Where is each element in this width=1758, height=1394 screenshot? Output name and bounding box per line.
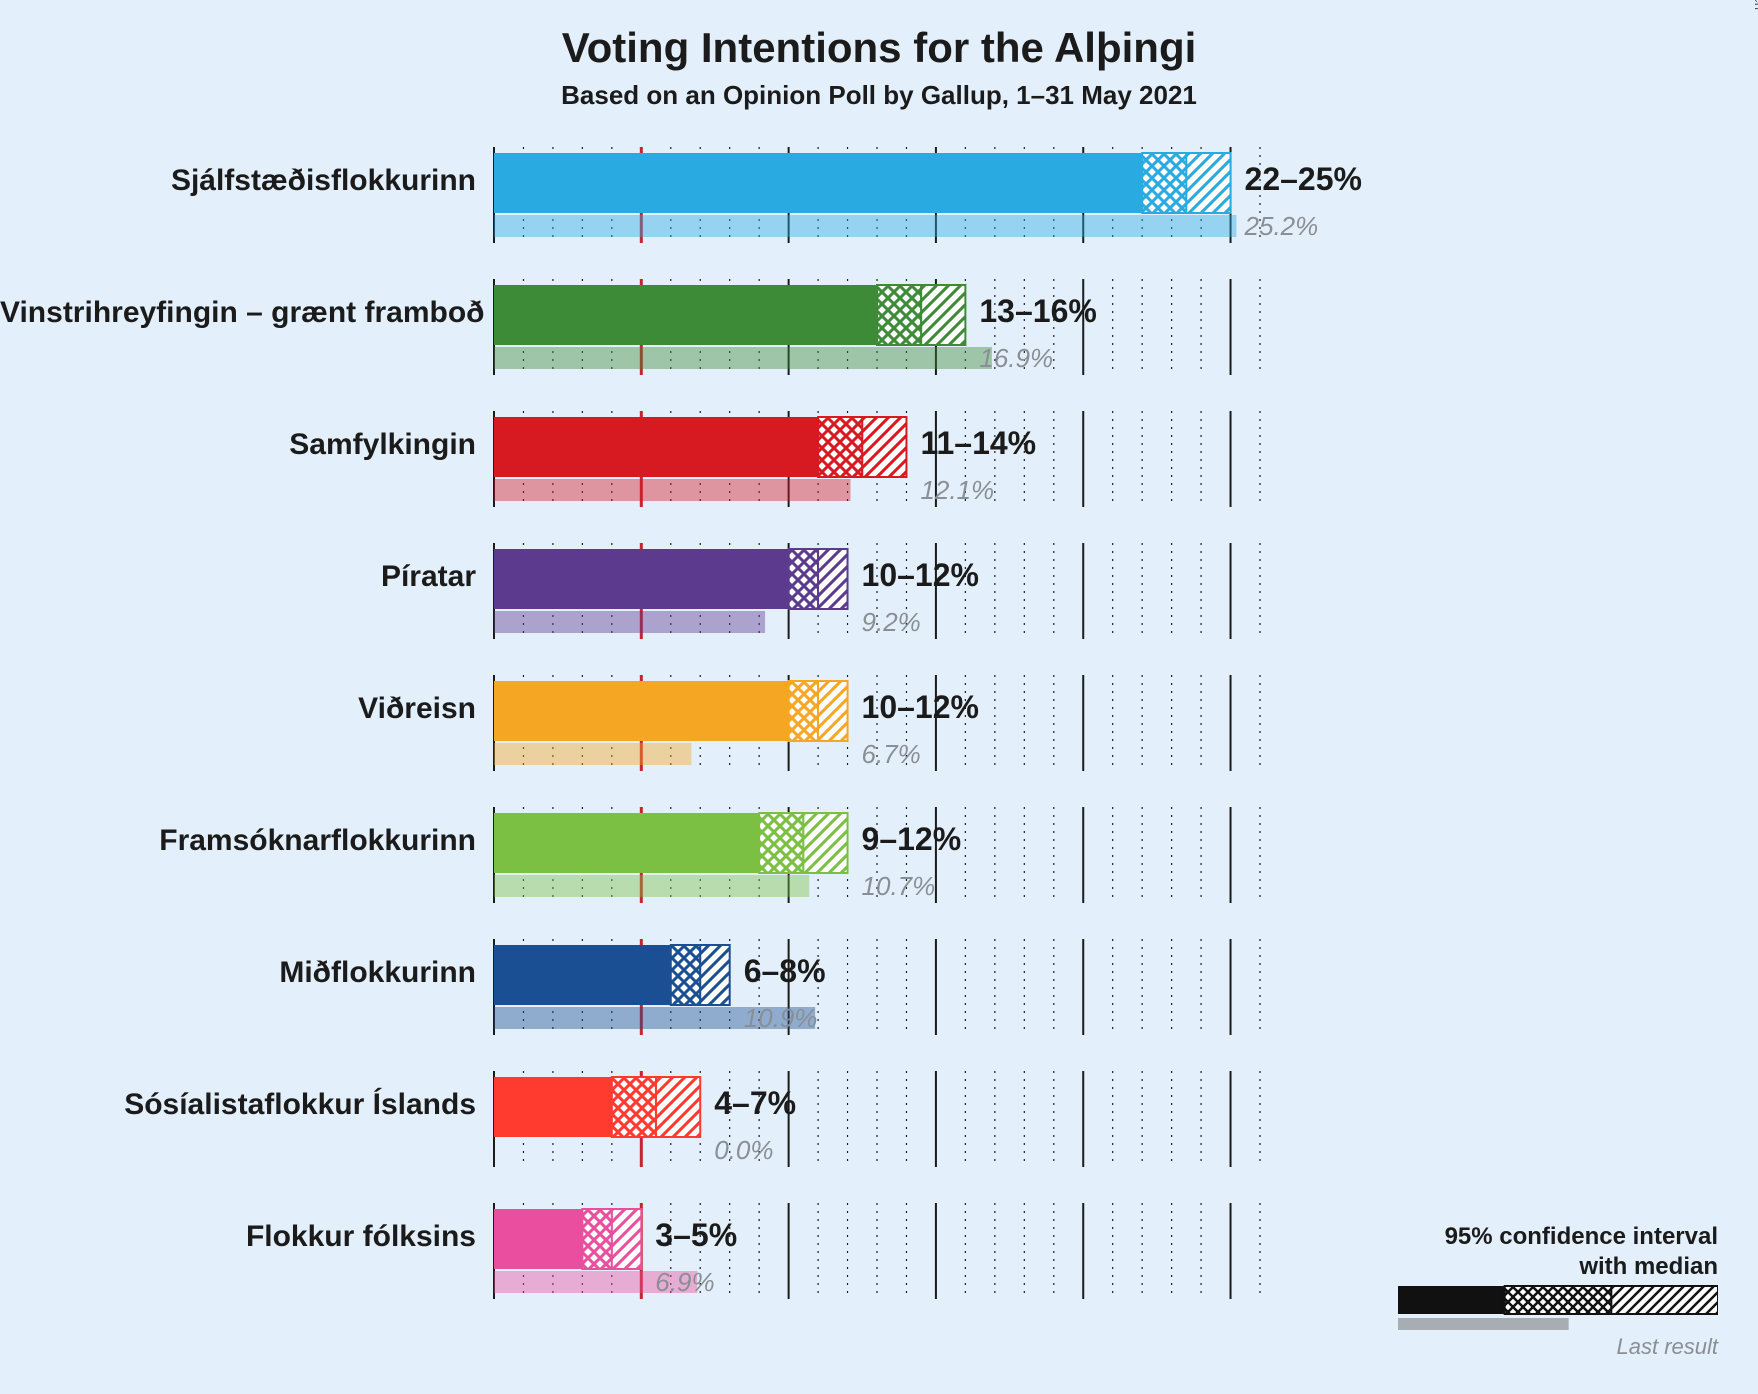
legend: 95% confidence interval with median Last…: [1398, 1222, 1718, 1360]
legend-title-line2: with median: [1579, 1253, 1718, 1280]
range-label: 10–12%: [862, 557, 979, 594]
previous-result-label: 6.7%: [862, 739, 921, 770]
previous-result-label: 10.9%: [744, 1003, 818, 1034]
legend-title: 95% confidence interval with median: [1398, 1222, 1718, 1282]
previous-result-label: 0.0%: [714, 1135, 773, 1166]
previous-result-label: 25.2%: [1245, 211, 1319, 242]
party-label: Viðreisn: [0, 692, 476, 726]
range-label: 3–5%: [655, 1217, 737, 1254]
range-label: 11–14%: [920, 425, 1036, 462]
legend-title-line1: 95% confidence interval: [1445, 1223, 1718, 1250]
legend-last-result: Last result: [1398, 1334, 1718, 1360]
copyright-notice: © 2021 Filip van Laenen: [1752, 0, 1758, 10]
party-label: Vinstrihreyfingin – grænt framboð: [0, 296, 476, 330]
legend-swatch: [1398, 1282, 1718, 1332]
range-label: 6–8%: [744, 953, 826, 990]
party-label: Sósíalistaflokkur Íslands: [0, 1088, 476, 1122]
chart-subtitle: Based on an Opinion Poll by Gallup, 1–31…: [0, 80, 1758, 111]
previous-result-label: 10.7%: [862, 871, 936, 902]
party-label: Sjálfstæðisflokkurinn: [0, 164, 476, 198]
chart-title: Voting Intentions for the Alþingi: [0, 24, 1758, 72]
range-label: 22–25%: [1245, 161, 1362, 198]
range-label: 10–12%: [862, 689, 979, 726]
range-label: 4–7%: [714, 1085, 796, 1122]
range-label: 13–16%: [979, 293, 1096, 330]
previous-result-label: 6.9%: [655, 1267, 714, 1298]
party-label: Píratar: [0, 560, 476, 594]
party-label: Flokkur fólksins: [0, 1220, 476, 1254]
party-label: Samfylkingin: [0, 428, 476, 462]
range-label: 9–12%: [862, 821, 962, 858]
previous-result-label: 12.1%: [920, 475, 994, 506]
party-label: Framsóknarflokkurinn: [0, 824, 476, 858]
previous-result-label: 16.9%: [979, 343, 1053, 374]
bar-chart: Sjálfstæðisflokkurinn 22–25% 25.2% Vinstrih…: [0, 130, 1758, 1370]
previous-result-label: 9.2%: [862, 607, 921, 638]
party-label: Miðflokkurinn: [0, 956, 476, 990]
